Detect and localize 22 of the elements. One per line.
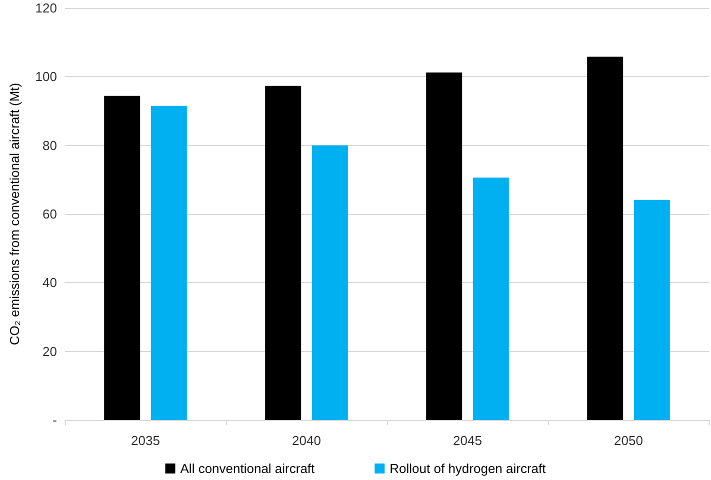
bar [472, 178, 509, 420]
legend-label: Rollout of hydrogen aircraft [390, 461, 546, 476]
y-tick-label: 20 [42, 344, 57, 359]
y-tick-label: 60 [42, 206, 57, 222]
bar [634, 200, 670, 420]
legend-label: All conventional aircraft [180, 461, 316, 476]
y-tick-label: 100 [35, 69, 57, 84]
y-axis-title: CO₂ emissions from conventional aircraft (Mt) [7, 82, 22, 346]
y-tick-label: 120 [35, 0, 57, 16]
x-tick-label: 2045 [453, 433, 482, 448]
y-tick-label: - [52, 412, 57, 428]
bar [426, 72, 462, 420]
y-tick-label: 40 [42, 275, 57, 290]
bar [587, 56, 624, 420]
x-tick-label: 2040 [292, 433, 321, 448]
bar [265, 86, 302, 420]
bar [150, 106, 187, 420]
x-tick-label: 2050 [614, 433, 643, 448]
bar [312, 145, 348, 420]
bar [104, 96, 140, 420]
x-tick-label: 2035 [131, 433, 160, 448]
y-tick-label: 80 [42, 138, 57, 153]
